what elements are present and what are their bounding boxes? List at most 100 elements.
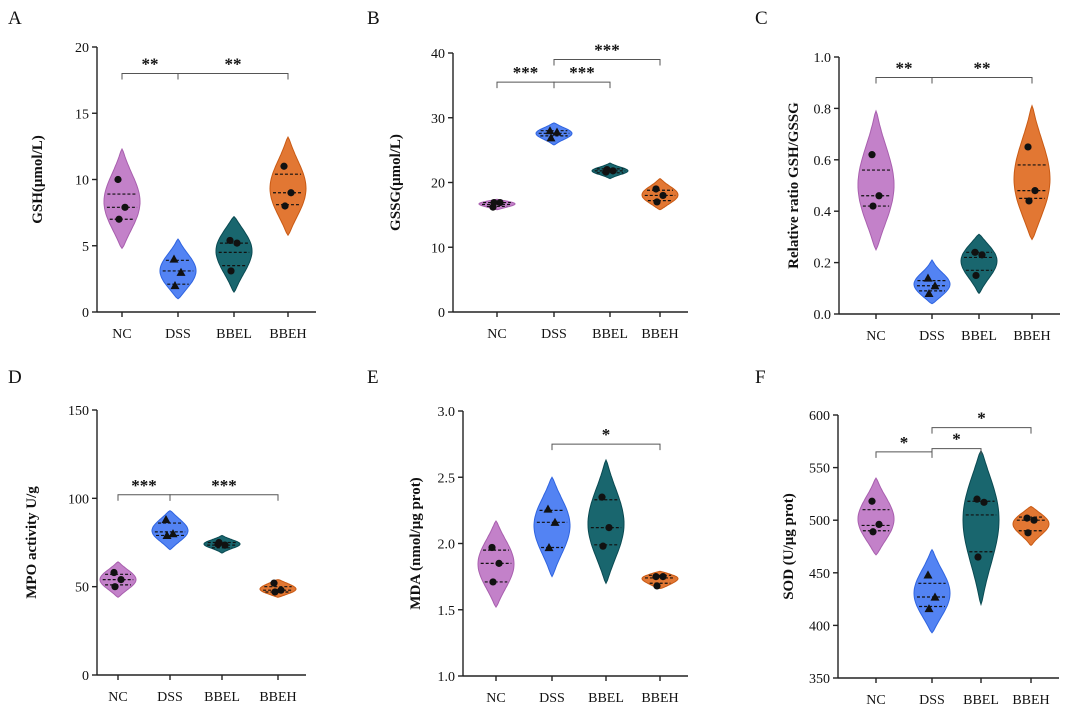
y-axis-title: SOD (U/μg prot) xyxy=(781,493,797,600)
data-point xyxy=(1025,197,1033,205)
category-label-bbel: BBEL xyxy=(588,691,624,706)
y-axis-title: Relative ratio GSH/GSSG xyxy=(786,102,802,269)
data-point xyxy=(930,281,940,290)
significance-bracket xyxy=(553,58,661,66)
violin-bbeh xyxy=(269,136,307,237)
data-point xyxy=(215,538,223,547)
panel-letter: F xyxy=(755,367,766,388)
data-point xyxy=(117,576,125,584)
significance-label: * xyxy=(900,433,909,452)
category-label-nc: NC xyxy=(112,327,131,342)
category-label-dss: DSS xyxy=(919,329,945,344)
category-label-bbeh: BBEH xyxy=(1012,693,1049,708)
data-point xyxy=(544,542,554,552)
data-point xyxy=(490,198,498,207)
data-point xyxy=(271,588,279,596)
panel-e: E 1.0 1.5 2.0 2.5 3.0 MDA (nmol/μg prot) NC DSS B… xyxy=(367,367,688,706)
data-point xyxy=(543,504,553,513)
category-label-bbel: BBEL xyxy=(961,329,997,344)
significance-bracket xyxy=(931,77,1033,84)
y-tick-label: 20 xyxy=(75,41,89,56)
violin-bbeh xyxy=(1012,505,1050,547)
y-tick-label: 0.8 xyxy=(814,102,832,117)
y-tick-label: 1.0 xyxy=(438,670,456,685)
category-label-bbel: BBEL xyxy=(963,693,999,708)
data-point xyxy=(281,202,289,210)
category-label-nc: NC xyxy=(486,691,505,706)
significance-label: * xyxy=(602,425,611,444)
significance-label: ** xyxy=(142,55,159,74)
y-tick-label: 0.0 xyxy=(814,308,832,323)
data-point xyxy=(233,239,241,247)
y-tick-label: 5 xyxy=(82,240,89,255)
y-tick-label: 50 xyxy=(75,581,89,596)
y-tick-label: 0.6 xyxy=(814,154,832,169)
y-tick-label: 0 xyxy=(438,306,445,321)
category-label-nc: NC xyxy=(866,693,885,708)
y-tick-label: 0 xyxy=(82,669,89,684)
y-tick-label: 10 xyxy=(431,241,445,256)
data-point xyxy=(980,498,988,506)
data-point xyxy=(496,198,504,207)
category-label-bbeh: BBEH xyxy=(269,327,306,342)
data-point xyxy=(924,288,934,298)
violin-nc xyxy=(857,477,895,556)
data-point xyxy=(609,167,617,175)
data-point xyxy=(1023,514,1031,522)
category-label-dss: DSS xyxy=(165,327,191,342)
data-point xyxy=(869,202,877,210)
data-point xyxy=(653,198,661,206)
significance-bracket xyxy=(931,448,982,455)
category-label-bbeh: BBEH xyxy=(259,690,296,705)
y-tick-label: 400 xyxy=(809,619,830,634)
significance-label: ** xyxy=(974,59,991,78)
significance-bracket xyxy=(169,494,279,501)
significance-bracket xyxy=(875,451,933,458)
category-label-bbeh: BBEH xyxy=(641,691,678,706)
data-point xyxy=(972,271,980,280)
data-point xyxy=(978,251,986,259)
significance-label: *** xyxy=(513,63,539,82)
panel-f: F 350 400 450 500 550 600 SOD (U/μg prot) NC DSS B… xyxy=(755,367,1059,708)
data-point xyxy=(170,281,180,290)
panel-b: B 0 10 20 30 40 GSSG(μmol/L) NC DSS BBEL BBEH *** **… xyxy=(367,8,688,342)
data-point xyxy=(495,559,503,567)
significance-bracket xyxy=(121,73,179,80)
data-point xyxy=(973,495,981,503)
y-tick-label: 1.0 xyxy=(814,51,832,66)
data-point xyxy=(605,524,613,532)
significance-label: *** xyxy=(569,63,595,82)
data-point xyxy=(653,582,661,590)
category-label-dss: DSS xyxy=(919,693,945,708)
panel-d: D 0 50 100 150 MPO activity U/g NC DSS BBEL BBEH *… xyxy=(8,367,306,705)
data-point xyxy=(161,515,171,524)
category-label-bbeh: BBEH xyxy=(641,327,678,342)
y-axis-title: GSSG(μmol/L) xyxy=(388,134,404,231)
violin-dss xyxy=(913,548,951,634)
data-point xyxy=(277,586,285,594)
panel-letter: E xyxy=(367,367,379,388)
data-point xyxy=(598,493,606,501)
category-label-bbel: BBEL xyxy=(216,327,252,342)
y-tick-label: 10 xyxy=(75,174,89,189)
y-tick-label: 0.2 xyxy=(814,257,832,272)
data-point xyxy=(552,127,562,136)
data-point xyxy=(111,583,119,591)
data-point xyxy=(226,236,234,245)
data-point xyxy=(115,215,123,223)
violin-dss xyxy=(151,510,189,551)
y-tick-label: 0.4 xyxy=(814,205,832,220)
violin-nc xyxy=(857,109,895,252)
significance-bracket xyxy=(177,73,289,80)
y-tick-label: 0 xyxy=(82,306,89,321)
y-tick-label: 40 xyxy=(431,47,445,62)
panel-c: C 0.0 0.2 0.4 0.6 0.8 1.0 Relative ratio GSH/GS… xyxy=(755,8,1060,344)
data-point xyxy=(974,553,982,561)
y-tick-label: 3.0 xyxy=(438,405,456,420)
data-point xyxy=(1024,529,1032,537)
data-point xyxy=(1024,143,1032,151)
y-tick-label: 15 xyxy=(75,107,89,122)
y-tick-label: 500 xyxy=(809,514,830,529)
data-point xyxy=(227,267,235,275)
data-point xyxy=(875,192,883,200)
